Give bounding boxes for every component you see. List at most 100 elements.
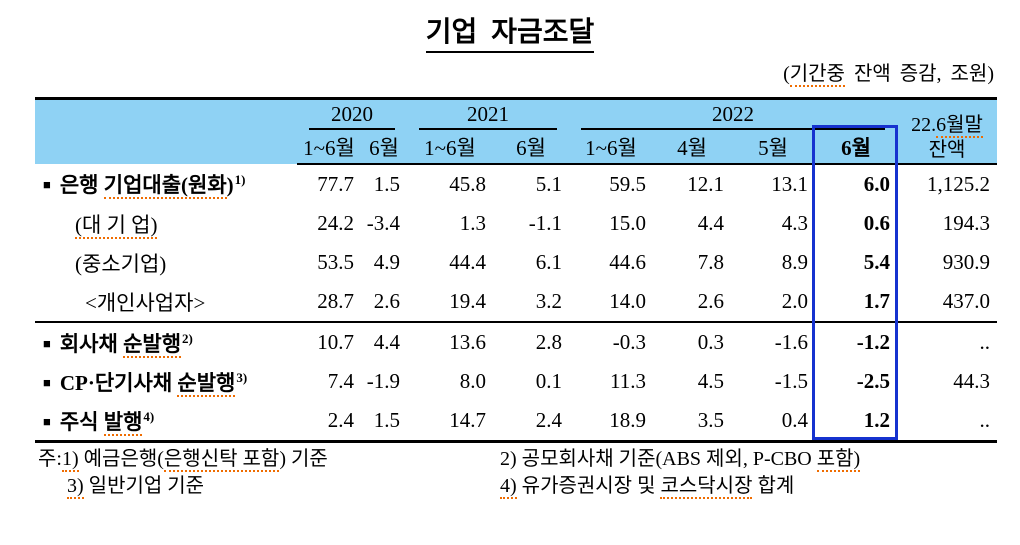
text-part: 포함) <box>816 448 861 472</box>
value-cell: 18.9 <box>609 408 646 432</box>
value-cell: 7.4 <box>327 369 354 393</box>
subcol-header-1: 6월 <box>361 130 407 165</box>
year-header-2020: 2020 <box>297 98 407 130</box>
value-cell: 1.7 <box>815 282 897 323</box>
text-part: 주식 <box>59 409 104 434</box>
value-cell: -1.2 <box>856 330 890 354</box>
footnote-prefix: 주: <box>38 448 62 470</box>
footnote-ref: 3) <box>236 369 248 385</box>
text-part: 발행 <box>103 409 143 436</box>
row-label: ■ 은행 기업대출(원화)1) <box>35 164 297 204</box>
value-cell: 0.1 <box>535 369 562 393</box>
value-cell: 13.1 <box>771 172 808 196</box>
text-part: <개인사업자> <box>85 290 206 315</box>
value-cell: 6.1 <box>535 250 562 274</box>
table-row: <개인사업자> 28.7 2.6 19.4 3.2 14.0 2.6 2.0 1.7 437.0 <box>35 282 997 323</box>
value-cell: 44.6 <box>609 250 646 274</box>
text-part: 순발행 <box>177 370 236 397</box>
value-cell: 1.3 <box>459 211 486 235</box>
year-underline: 2021 <box>419 102 557 130</box>
value-cell: 3.2 <box>493 282 569 323</box>
text-part: 잔액 증감, 조원) <box>844 63 994 85</box>
text-part: ) 기준 <box>279 448 328 470</box>
text-part: 순발행 <box>123 331 182 358</box>
value-cell: 1.2 <box>863 408 890 432</box>
page-title-text: 기업 자금조달 <box>425 17 595 53</box>
value-cell: 6.0 <box>863 172 890 196</box>
value-cell: -2.5 <box>856 369 890 393</box>
text-part: 4) <box>500 475 517 499</box>
subcol-header-3: 6월 <box>493 130 569 165</box>
text-part: 예금은행( <box>78 448 164 470</box>
value-cell: -0.3 <box>612 330 646 354</box>
value-cell: 2.4 <box>535 408 562 432</box>
value-cell: 4.5 <box>697 369 724 393</box>
square-bullet-icon: ■ <box>43 177 51 192</box>
value-cell: -3.4 <box>366 211 400 235</box>
balance-header-line1: 22.6월말 <box>897 113 997 138</box>
row-label: ■ 주식 발행4) <box>35 401 297 442</box>
year-underline: 2022 <box>581 102 885 130</box>
subcol-header-0: 1~6월 <box>297 130 361 165</box>
text-part: 3) <box>67 475 84 499</box>
value-cell: 2.0 <box>731 282 815 323</box>
text-part: CP·단기사채 <box>59 370 178 395</box>
text-part: 은행신탁 포함 <box>163 448 280 472</box>
footnote-2: 2) 공모회사채 기준(ABS 제외, P-CBO 포함) <box>500 446 861 473</box>
balance-header-line2: 잔액 <box>928 139 966 161</box>
financing-table: 2020 2021 2022 22.6월말 잔액 1~6월 6월 1~6월 6월 1~6월 4월 5월… <box>35 97 997 443</box>
text-part: 코스닥시장 <box>660 475 753 499</box>
footnote-ref: 4) <box>143 408 155 424</box>
value-cell: 13.6 <box>449 330 486 354</box>
value-cell: 437.0 <box>897 282 997 323</box>
value-cell: 11.3 <box>610 369 646 393</box>
value-cell: 1.5 <box>373 408 400 432</box>
value-cell: 53.5 <box>317 250 354 274</box>
footnotes-grid: 주:1) 예금은행(은행신탁 포함) 기준 2) 공모회사채 기준(ABS 제외,… <box>38 446 861 500</box>
text-part: 6월말 <box>936 114 983 138</box>
table-container: 2020 2021 2022 22.6월말 잔액 1~6월 6월 1~6월 6월 1~6월 4월 5월… <box>35 97 997 443</box>
value-cell: 8.9 <box>781 250 808 274</box>
page-title: 기업 자금조달 <box>0 10 1020 53</box>
year-header-2021: 2021 <box>407 98 569 130</box>
table-row: ■ 회사채 순발행2) 10.7 4.4 13.6 2.8 -0.3 0.3 -1.6 -1.2.… <box>35 322 997 362</box>
text-part: (대 기 업) <box>75 212 158 239</box>
value-cell: 44.3 <box>953 369 990 393</box>
text-part: 기간중 <box>789 63 845 87</box>
footnote-ref: 1) <box>234 172 246 187</box>
value-cell: 4.3 <box>781 211 808 235</box>
value-cell: 4.9 <box>373 250 400 274</box>
value-cell: 5.4 <box>863 250 890 274</box>
value-cell: 44.4 <box>449 250 486 274</box>
value-cell: -1.5 <box>774 369 808 393</box>
subcol-header-6: 5월 <box>731 130 815 165</box>
row-label-header <box>35 98 297 164</box>
value-cell: 0.3 <box>697 330 724 354</box>
value-cell: .. <box>979 408 991 432</box>
value-cell: 14.0 <box>569 282 653 323</box>
year-underline: 2020 <box>309 102 395 130</box>
value-cell: -1.9 <box>366 369 400 393</box>
value-cell: 0.4 <box>781 408 808 432</box>
table-row: (중소기업) 53.5 4.9 44.4 6.1 44.6 7.8 8.9 5.4 930.9 <box>35 243 997 282</box>
year-label: 2021 <box>467 102 509 126</box>
text-part: ) <box>226 173 234 197</box>
value-cell: 2.6 <box>361 282 407 323</box>
value-cell: 2.6 <box>653 282 731 323</box>
value-cell: 77.7 <box>317 172 354 196</box>
value-cell: 12.1 <box>687 172 724 196</box>
text-part: 1) <box>61 448 79 472</box>
balance-header: 22.6월말 잔액 <box>897 98 997 165</box>
value-cell: -1.1 <box>528 211 562 235</box>
value-cell: 1,125.2 <box>927 172 990 196</box>
value-cell: 14.7 <box>449 408 486 432</box>
footnote-1: 주:1) 예금은행(은행신탁 포함) 기준 <box>38 446 500 473</box>
text-part: 공모회사채 기준(ABS 제외, P-CBO <box>516 448 817 470</box>
table-row: (대 기 업) 24.2 -3.4 1.3 -1.1 15.0 4.4 4.3 0.6 194.3 <box>35 204 997 243</box>
square-bullet-icon: ■ <box>43 374 51 390</box>
year-header-2022: 2022 <box>569 98 897 130</box>
value-cell: 15.0 <box>609 211 646 235</box>
table-row: ■ 은행 기업대출(원화)1) 77.7 1.5 45.8 5.1 59.5 12.1 13.1… <box>35 164 997 204</box>
text-part: ( <box>783 63 790 85</box>
